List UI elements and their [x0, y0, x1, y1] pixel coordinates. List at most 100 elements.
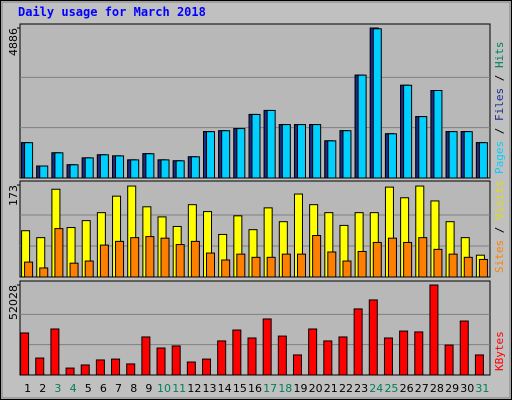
legend-entry: Visits: [493, 180, 506, 220]
bar: [54, 228, 64, 278]
x-tick-label: 26: [400, 382, 414, 395]
bar: [126, 363, 136, 376]
bar: [232, 329, 242, 376]
legend-separator: /: [493, 121, 506, 141]
bar: [292, 354, 302, 376]
bar: [448, 131, 458, 179]
x-tick-label: 12: [187, 382, 201, 395]
x-tick-label: 25: [384, 382, 398, 395]
bar: [418, 237, 428, 278]
legend-separator: /: [493, 220, 506, 240]
bar: [312, 124, 322, 179]
bar: [387, 133, 397, 179]
bar: [327, 251, 337, 278]
bar: [368, 299, 378, 376]
legend-entry: Pages: [493, 141, 506, 174]
bar: [221, 130, 231, 179]
x-tick-label: 10: [157, 382, 171, 395]
legend: KBytes: [493, 331, 506, 371]
bar: [111, 358, 121, 376]
bar: [160, 237, 170, 278]
bar: [403, 241, 413, 278]
bar: [84, 157, 94, 179]
x-tick-label: 16: [248, 382, 262, 395]
bar: [35, 357, 45, 376]
bar: [353, 308, 363, 376]
bar: [50, 328, 60, 376]
x-tick-label: 1: [24, 382, 31, 395]
bar: [433, 248, 443, 278]
legend-separator: /: [493, 68, 506, 88]
bar: [221, 259, 231, 278]
bar: [338, 336, 348, 376]
bar: [190, 240, 200, 278]
bar: [327, 140, 337, 179]
bar: [65, 367, 75, 376]
x-tick-label: 2: [39, 382, 46, 395]
bar: [262, 318, 272, 376]
legend-entry: Files: [493, 88, 506, 121]
x-tick-label: 7: [115, 382, 122, 395]
bar: [357, 74, 367, 179]
bar: [80, 364, 90, 376]
legend: Sites / Visits: [493, 180, 506, 273]
bar: [357, 250, 367, 278]
bar: [478, 142, 488, 179]
bar: [69, 262, 79, 278]
bar: [281, 124, 291, 179]
bar: [202, 358, 212, 376]
bar: [474, 354, 484, 376]
bar: [342, 260, 352, 278]
x-tick-label: 3: [54, 382, 61, 395]
bar: [372, 28, 382, 179]
x-tick-label: 9: [145, 382, 152, 395]
x-tick-label: 22: [339, 382, 353, 395]
bar: [312, 235, 322, 278]
bar: [463, 256, 473, 278]
bar: [399, 330, 409, 376]
x-tick-label: 5: [85, 382, 92, 395]
bar: [217, 340, 227, 376]
bar: [433, 90, 443, 179]
bar: [342, 130, 352, 179]
x-tick-label: 21: [324, 382, 338, 395]
bar: [145, 153, 155, 179]
x-tick-label: 4: [70, 382, 77, 395]
bar: [266, 109, 276, 179]
y-tick-label: 52028: [7, 285, 20, 320]
x-tick-label: 20: [309, 382, 323, 395]
bar: [383, 337, 393, 376]
bar: [281, 253, 291, 278]
bar: [141, 336, 151, 376]
bar: [190, 156, 200, 179]
legend: Pages / Files / Hits: [493, 42, 506, 175]
x-tick-label: 24: [369, 382, 383, 395]
legend-entry: Hits: [493, 42, 506, 69]
x-tick-label: 23: [354, 382, 368, 395]
bar: [175, 244, 185, 278]
x-tick-label: 11: [172, 382, 186, 395]
bar: [115, 155, 125, 179]
bar: [24, 261, 34, 278]
bar: [20, 332, 30, 376]
bar: [99, 154, 109, 179]
bar: [463, 131, 473, 179]
legend-entry: KBytes: [493, 331, 506, 371]
bar: [429, 284, 439, 376]
bar: [69, 164, 79, 179]
bar: [171, 345, 181, 376]
bar: [308, 328, 318, 376]
bar: [236, 128, 246, 179]
bar: [448, 253, 458, 278]
x-tick-label: 29: [445, 382, 459, 395]
bar: [247, 337, 257, 376]
bar: [236, 253, 246, 278]
bar: [418, 116, 428, 179]
bar: [372, 241, 382, 278]
bar: [277, 335, 287, 376]
x-tick-label: 19: [293, 382, 307, 395]
bar: [24, 142, 34, 179]
bar: [130, 159, 140, 179]
x-tick-label: 17: [263, 382, 277, 395]
